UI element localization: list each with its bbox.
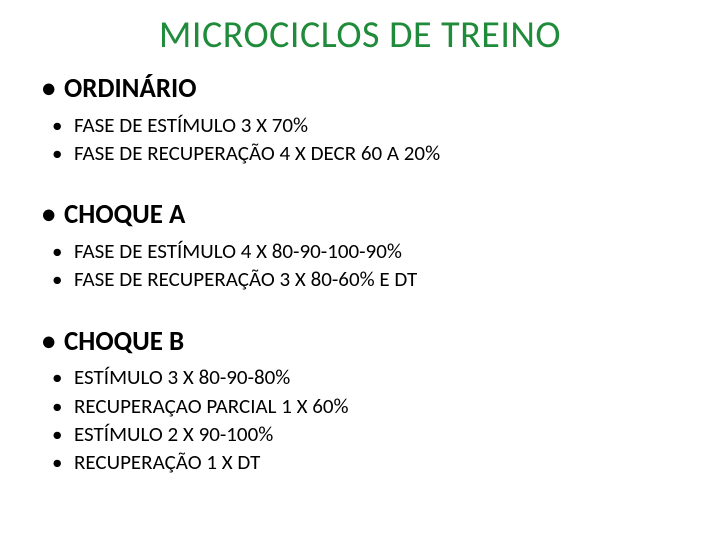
section-gap — [36, 168, 684, 198]
list-item: RECUPERAÇAO PARCIAL 1 X 60% — [46, 393, 684, 419]
section-header: CHOQUE B — [36, 325, 684, 359]
page-title: MICROCICLOS DE TREINO — [36, 12, 684, 58]
list-item: FASE DE RECUPERAÇÃO 3 X 80-60% E DT — [46, 266, 684, 292]
list-item: ESTÍMULO 2 X 90-100% — [46, 421, 684, 447]
list-item: FASE DE ESTÍMULO 3 X 70% — [46, 112, 684, 138]
section-list: ORDINÁRIO FASE DE ESTÍMULO 3 X 70% FASE … — [36, 72, 684, 475]
section-header: ORDINÁRIO — [36, 72, 684, 106]
section-header: CHOQUE A — [36, 198, 684, 232]
list-item: RECUPERAÇÃO 1 X DT — [46, 449, 684, 475]
list-item: ESTÍMULO 3 X 80-90-80% — [46, 364, 684, 390]
list-item: FASE DE RECUPERAÇÃO 4 X DECR 60 A 20% — [46, 140, 684, 166]
list-item: FASE DE ESTÍMULO 4 X 80-90-100-90% — [46, 238, 684, 264]
section-gap — [36, 295, 684, 325]
